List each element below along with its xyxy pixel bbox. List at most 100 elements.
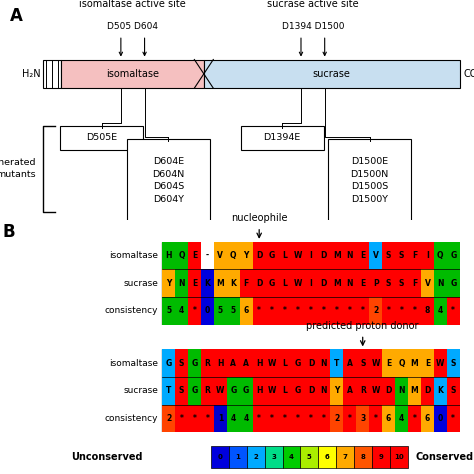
FancyBboxPatch shape	[356, 377, 369, 405]
Text: 0: 0	[205, 306, 210, 315]
Text: 3: 3	[360, 414, 365, 423]
FancyBboxPatch shape	[240, 269, 253, 297]
Text: -: -	[206, 251, 209, 260]
FancyBboxPatch shape	[162, 349, 175, 377]
Text: 4: 4	[438, 306, 443, 315]
FancyBboxPatch shape	[421, 377, 434, 405]
Text: *: *	[296, 414, 300, 423]
FancyBboxPatch shape	[175, 297, 188, 325]
FancyBboxPatch shape	[253, 349, 265, 377]
FancyBboxPatch shape	[434, 377, 447, 405]
Text: 5: 5	[231, 306, 236, 315]
FancyBboxPatch shape	[301, 446, 319, 468]
Text: P: P	[373, 279, 379, 288]
FancyBboxPatch shape	[127, 139, 210, 223]
FancyBboxPatch shape	[253, 377, 265, 405]
Text: L: L	[283, 359, 288, 368]
Text: *: *	[400, 306, 403, 315]
Text: predicted proton donor: predicted proton donor	[307, 321, 419, 331]
Text: H: H	[217, 359, 224, 368]
Text: 4: 4	[399, 414, 404, 423]
FancyBboxPatch shape	[382, 269, 395, 297]
FancyBboxPatch shape	[229, 446, 247, 468]
FancyBboxPatch shape	[188, 349, 201, 377]
Text: isomaltase active site: isomaltase active site	[79, 0, 186, 9]
FancyBboxPatch shape	[304, 297, 318, 325]
Text: M: M	[410, 386, 419, 395]
FancyBboxPatch shape	[330, 405, 343, 432]
FancyBboxPatch shape	[292, 377, 304, 405]
FancyBboxPatch shape	[279, 242, 292, 269]
Text: N: N	[437, 279, 444, 288]
Text: *: *	[348, 306, 352, 315]
Text: Y: Y	[334, 386, 339, 395]
FancyBboxPatch shape	[214, 377, 227, 405]
FancyBboxPatch shape	[175, 377, 188, 405]
Text: *: *	[322, 306, 326, 315]
FancyBboxPatch shape	[292, 242, 304, 269]
Text: N: N	[346, 251, 353, 260]
FancyBboxPatch shape	[265, 297, 279, 325]
Text: G: G	[191, 359, 198, 368]
FancyBboxPatch shape	[283, 446, 301, 468]
Text: sucrase active site: sucrase active site	[267, 0, 359, 9]
Text: 6: 6	[325, 454, 329, 460]
Text: Q: Q	[230, 251, 237, 260]
FancyBboxPatch shape	[61, 126, 143, 150]
Text: E: E	[360, 279, 365, 288]
Text: H: H	[256, 386, 263, 395]
Text: W: W	[294, 251, 302, 260]
Text: D1394 D1500: D1394 D1500	[282, 22, 344, 31]
Text: *: *	[412, 414, 417, 423]
Text: 4: 4	[244, 414, 249, 423]
FancyBboxPatch shape	[421, 349, 434, 377]
FancyBboxPatch shape	[188, 242, 201, 269]
Text: *: *	[451, 414, 455, 423]
Text: *: *	[412, 306, 417, 315]
Text: D: D	[308, 386, 314, 395]
Text: D1394E: D1394E	[264, 133, 301, 142]
FancyBboxPatch shape	[162, 242, 175, 269]
Text: D: D	[308, 359, 314, 368]
FancyBboxPatch shape	[265, 405, 279, 432]
FancyBboxPatch shape	[318, 377, 330, 405]
FancyBboxPatch shape	[369, 269, 382, 297]
FancyBboxPatch shape	[382, 349, 395, 377]
FancyBboxPatch shape	[369, 297, 382, 325]
FancyBboxPatch shape	[214, 297, 227, 325]
Text: 10: 10	[394, 454, 404, 460]
FancyBboxPatch shape	[279, 349, 292, 377]
FancyBboxPatch shape	[201, 377, 214, 405]
Text: *: *	[335, 306, 339, 315]
Text: W: W	[216, 386, 225, 395]
Text: V: V	[218, 251, 223, 260]
Text: S: S	[451, 359, 456, 368]
Text: 2: 2	[373, 306, 378, 315]
Text: *: *	[309, 306, 313, 315]
FancyBboxPatch shape	[227, 405, 240, 432]
Text: M: M	[333, 251, 341, 260]
Text: S: S	[399, 279, 404, 288]
Text: I: I	[310, 279, 312, 288]
Text: *: *	[270, 306, 274, 315]
Text: nucleophile: nucleophile	[231, 213, 287, 224]
FancyBboxPatch shape	[188, 405, 201, 432]
Text: K: K	[230, 279, 236, 288]
FancyBboxPatch shape	[162, 242, 460, 325]
Text: E: E	[386, 359, 391, 368]
Text: 4: 4	[289, 454, 294, 460]
Text: S: S	[451, 386, 456, 395]
Text: G: G	[165, 359, 172, 368]
Text: A: A	[243, 359, 249, 368]
FancyBboxPatch shape	[421, 269, 434, 297]
FancyBboxPatch shape	[421, 405, 434, 432]
FancyBboxPatch shape	[343, 269, 356, 297]
Text: B: B	[3, 223, 16, 241]
FancyBboxPatch shape	[447, 297, 460, 325]
Text: D1500E
D1500N
D1500S
D1500Y: D1500E D1500N D1500S D1500Y	[351, 157, 389, 204]
FancyBboxPatch shape	[343, 297, 356, 325]
Text: G: G	[295, 359, 301, 368]
FancyBboxPatch shape	[434, 269, 447, 297]
FancyBboxPatch shape	[175, 269, 188, 297]
FancyBboxPatch shape	[408, 377, 421, 405]
